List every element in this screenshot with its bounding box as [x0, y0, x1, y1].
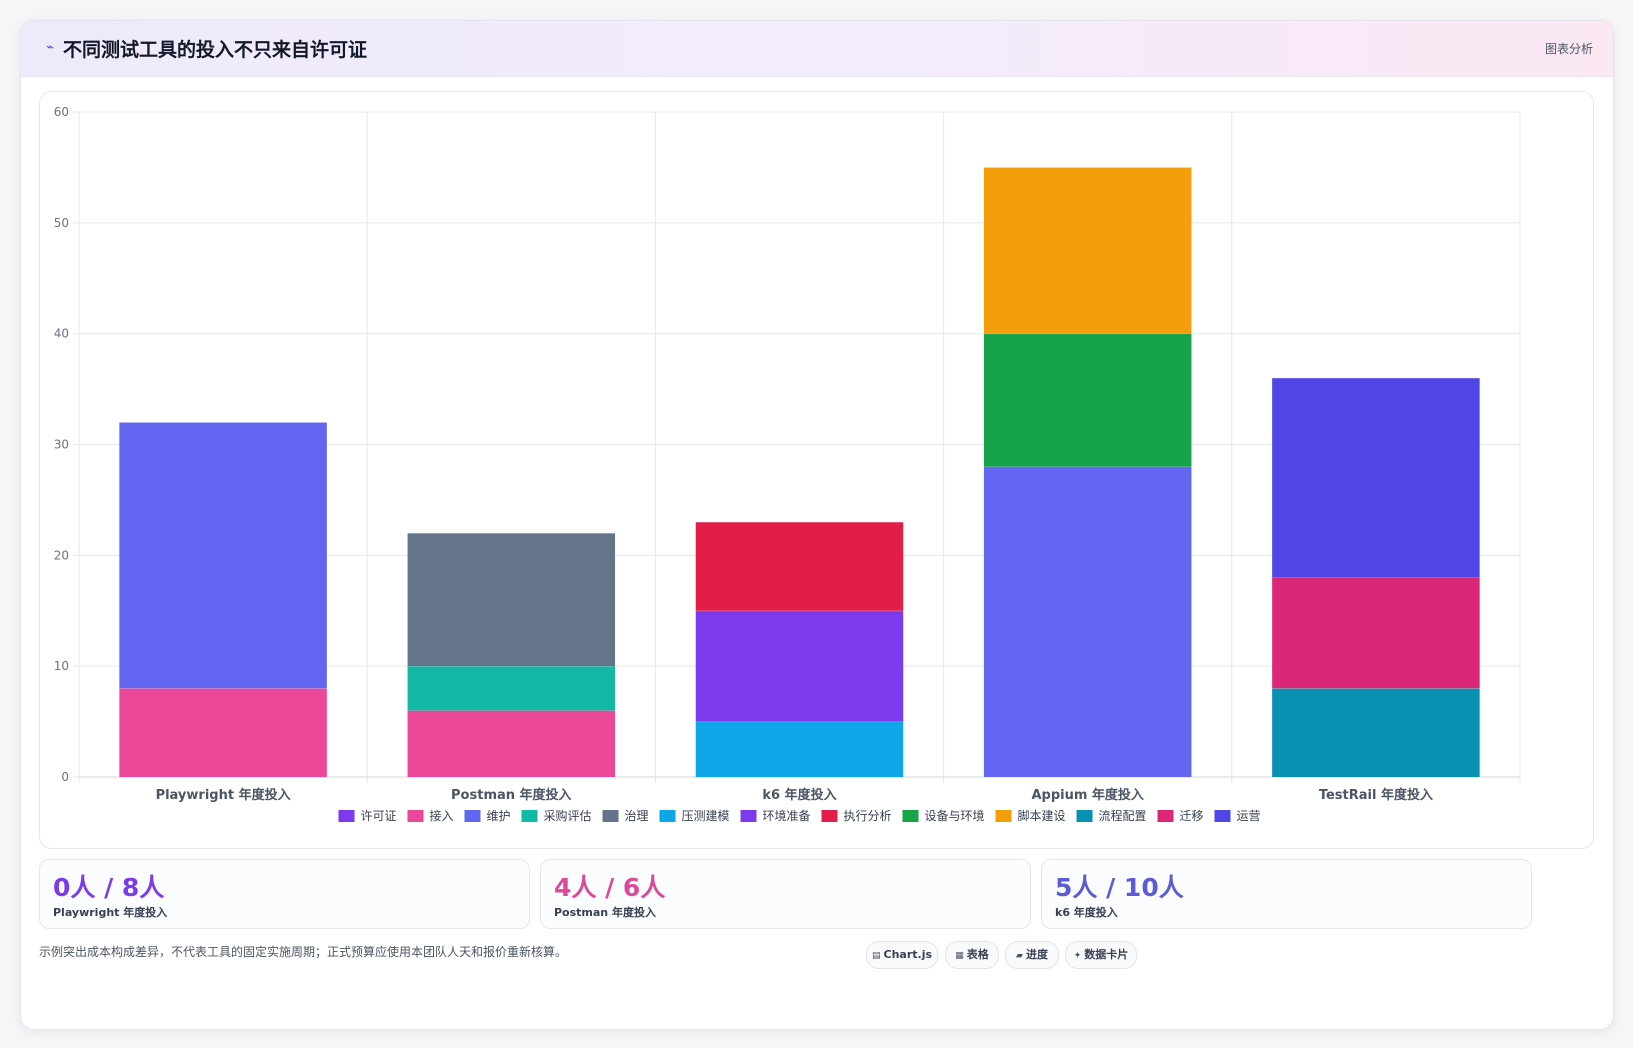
- chartjs-pill-button[interactable]: ▤ Chart.js: [866, 941, 938, 969]
- pill-label: 数据卡片: [1084, 948, 1129, 961]
- card-title: 不同测试工具的投入不只来自许可证: [63, 39, 368, 61]
- legend-label: 运营: [1237, 809, 1261, 823]
- x-tick-label: Playwright 年度投入: [156, 787, 291, 803]
- y-tick-label: 60: [54, 105, 69, 119]
- legend-swatch: [902, 810, 919, 822]
- x-tick-label: Appium 年度投入: [1031, 787, 1143, 803]
- bar-segment: [407, 666, 616, 711]
- sparkle-icon: ✦: [1073, 951, 1082, 961]
- legend-swatch: [521, 810, 538, 822]
- stat-value: 4人 / 6人: [554, 873, 666, 902]
- trend-icon: ⌁: [46, 40, 54, 55]
- chart-icon: ▤: [871, 951, 881, 961]
- x-tick-label: k6 年度投入: [762, 787, 836, 803]
- bar-segment: [119, 688, 327, 777]
- bar-segment: [1272, 688, 1480, 777]
- chart-analysis-link[interactable]: 图表分析: [1544, 42, 1593, 56]
- bar-segment: [407, 533, 616, 667]
- legend-label: 治理: [624, 809, 648, 823]
- y-tick-label: 20: [54, 548, 69, 562]
- legend-swatch: [407, 810, 424, 822]
- stat-card: 4人 / 6人 Postman 年度投入: [540, 859, 1031, 929]
- legend-label: 流程配置: [1099, 808, 1147, 823]
- bar-segment: [1272, 378, 1480, 578]
- legend-swatch: [1076, 810, 1093, 822]
- legend-swatch: [995, 810, 1012, 822]
- x-tick-label: Postman 年度投入: [451, 787, 572, 803]
- progress-pill-button[interactable]: ▰ 进度: [1005, 941, 1059, 969]
- stat-value: 5人 / 10人: [1055, 873, 1184, 902]
- legend-label: 执行分析: [844, 809, 892, 823]
- legend-swatch: [602, 810, 619, 822]
- legend-label: 许可证: [360, 809, 396, 823]
- table-icon: ▦: [955, 951, 964, 961]
- pill-label: Chart.js: [883, 948, 933, 961]
- legend-swatch: [1157, 810, 1174, 822]
- legend-label: 设备与环境: [925, 808, 985, 823]
- data-card-pill-button[interactable]: ✦ 数据卡片: [1065, 941, 1137, 969]
- legend-swatch: [821, 810, 838, 822]
- legend-swatch: [659, 810, 676, 822]
- bar-segment: [983, 333, 1192, 467]
- bar-segment: [407, 710, 616, 777]
- legend-label: 压测建模: [681, 809, 729, 823]
- bar-segment: [695, 721, 904, 777]
- card-header: ⌁ 不同测试工具的投入不只来自许可证 图表分析: [21, 21, 1613, 77]
- y-tick-label: 0: [61, 770, 69, 784]
- legend-swatch: [464, 810, 481, 822]
- chart-card: ⌁ 不同测试工具的投入不只来自许可证 图表分析 0 10 20 30 40 50 60 Pla…: [20, 20, 1614, 1030]
- legend-label: 接入: [429, 808, 453, 823]
- stat-cards: 0人 / 8人 Playwright 年度投入 4人 / 6人 Postman …: [39, 859, 1594, 929]
- stat-card: 0人 / 8人 Playwright 年度投入: [39, 859, 530, 929]
- legend-swatch: [740, 810, 757, 822]
- stat-value: 0人 / 8人: [53, 873, 165, 902]
- bar-segment: [983, 167, 1192, 334]
- legend-label: 维护: [486, 809, 510, 823]
- legend-label: 迁移: [1180, 809, 1204, 823]
- table-pill-button[interactable]: ▦ 表格: [945, 941, 999, 969]
- bar-segment: [119, 422, 327, 689]
- chart-container: 0 10 20 30 40 50 60 Playwright 年度投入 Postman 年度投入…: [39, 91, 1594, 849]
- stacked-bar-chart: 0 10 20 30 40 50 60 Playwright 年度投入 Postman 年度投入…: [54, 105, 1521, 823]
- stat-label: Playwright 年度投入: [53, 906, 168, 919]
- stat-label: Postman 年度投入: [554, 906, 656, 919]
- stat-label: k6 年度投入: [1055, 906, 1118, 919]
- bar-segment: [983, 466, 1192, 777]
- progress-icon: ▰: [1016, 951, 1023, 961]
- legend-label: 环境准备: [762, 808, 810, 823]
- stat-card: 5人 / 10人 k6 年度投入: [1041, 859, 1532, 929]
- bar-segment: [1272, 577, 1480, 689]
- footer-note: 示例突出成本构成差异，不代表工具的固定实施周期；正式预算应使用本团队人天和报价重…: [39, 945, 568, 959]
- legend-swatch: [1214, 810, 1231, 822]
- legend-label: 采购评估: [543, 808, 591, 823]
- bar-segment: [695, 610, 904, 722]
- y-tick-label: 40: [54, 327, 69, 341]
- pill-label: 进度: [1025, 948, 1048, 961]
- y-tick-label: 10: [54, 659, 69, 673]
- legend-swatch: [338, 810, 355, 822]
- y-tick-label: 50: [54, 216, 69, 230]
- pill-label: 表格: [966, 948, 989, 961]
- x-tick-label: TestRail 年度投入: [1319, 787, 1433, 803]
- bar-segment: [695, 522, 904, 611]
- y-tick-label: 30: [54, 438, 69, 452]
- legend-label: 脚本建设: [1018, 808, 1066, 823]
